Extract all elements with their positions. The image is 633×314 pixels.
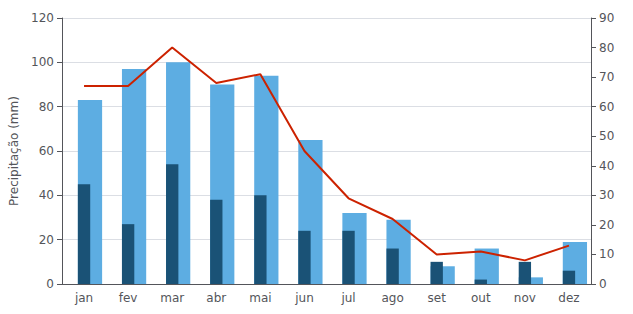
svg-text:30: 30 [599,188,614,202]
svg-text:90: 90 [599,11,614,25]
svg-text:dez: dez [558,291,579,305]
svg-text:abr: abr [206,291,226,305]
svg-text:100: 100 [31,55,54,69]
svg-text:mai: mai [249,291,271,305]
svg-text:nov: nov [514,291,536,305]
svg-text:0: 0 [46,277,54,291]
svg-text:10: 10 [599,247,614,261]
svg-text:set: set [428,291,447,305]
svg-text:out: out [471,291,491,305]
svg-text:50: 50 [599,129,614,143]
svg-text:60: 60 [39,144,54,158]
svg-text:80: 80 [39,100,54,114]
svg-text:ago: ago [381,291,403,305]
svg-text:jul: jul [340,291,355,305]
svg-text:60: 60 [599,100,614,114]
svg-text:20: 20 [599,218,614,232]
svg-text:jan: jan [74,291,93,305]
svg-text:20: 20 [39,233,54,247]
svg-text:mar: mar [160,291,184,305]
svg-text:70: 70 [599,70,614,84]
svg-text:0: 0 [599,277,607,291]
svg-text:Precipitação (mm): Precipitação (mm) [7,96,21,206]
svg-text:40: 40 [599,159,614,173]
svg-text:fev: fev [119,291,138,305]
svg-text:jun: jun [294,291,314,305]
svg-text:120: 120 [31,11,54,25]
svg-text:40: 40 [39,188,54,202]
svg-text:80: 80 [599,41,614,55]
